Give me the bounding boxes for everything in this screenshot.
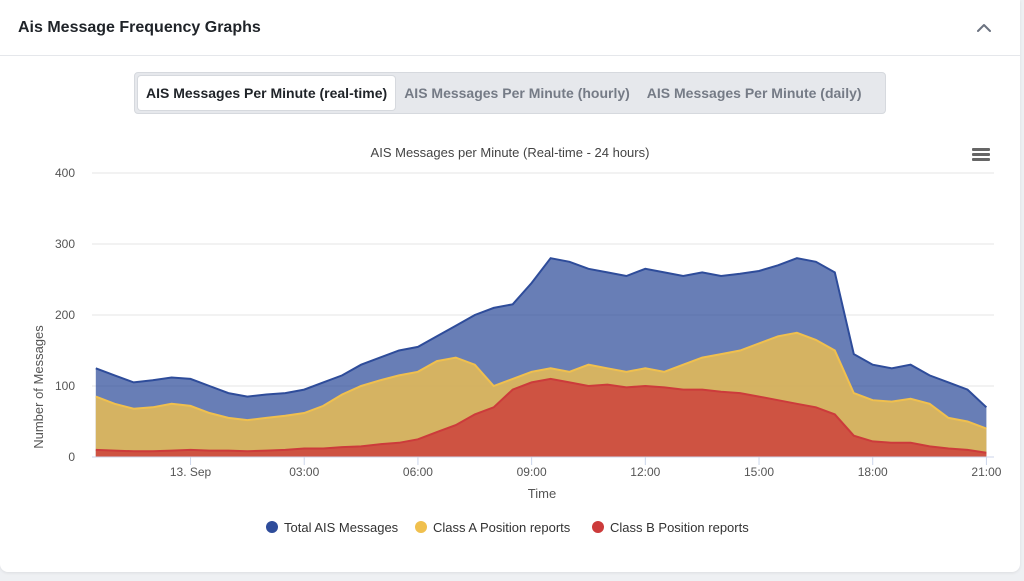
x-tick-label: 09:00: [517, 465, 547, 479]
x-tick-label: 03:00: [289, 465, 319, 479]
legend-label: Class B Position reports: [610, 520, 749, 535]
legend-marker: [592, 521, 604, 533]
legend-marker: [266, 521, 278, 533]
series-area-class-a-line: [95, 331, 987, 430]
tab-realtime[interactable]: AIS Messages Per Minute (real-time): [138, 76, 396, 110]
x-tick-label: 06:00: [403, 465, 433, 479]
x-tick-label: 18:00: [858, 465, 888, 479]
y-tick-label: 300: [55, 237, 75, 251]
legend-item-total[interactable]: Total AIS Messages: [266, 520, 399, 535]
tab-hourly[interactable]: AIS Messages Per Minute (hourly): [404, 85, 630, 101]
legend-marker: [415, 521, 427, 533]
chevron-up-icon: [977, 24, 991, 32]
chart-menu-button[interactable]: [968, 144, 994, 166]
x-tick-label: 15:00: [744, 465, 774, 479]
legend-item-class-b[interactable]: Class B Position reports: [592, 520, 749, 535]
collapse-button[interactable]: [972, 16, 996, 40]
x-tick-label: 12:00: [630, 465, 660, 479]
panel-header: Ais Message Frequency Graphs: [0, 0, 1020, 56]
y-axis-label: Number of Messages: [31, 325, 46, 449]
y-tick-label: 200: [55, 308, 75, 322]
series-area-class-b-line: [95, 377, 987, 454]
y-tick-label: 0: [68, 450, 75, 464]
series-area-total-line: [95, 257, 988, 409]
legend-label: Class A Position reports: [433, 520, 571, 535]
x-axis-label: Time: [528, 486, 556, 501]
y-tick-label: 100: [55, 379, 75, 393]
chart-legend: Total AIS Messages Class A Position repor…: [266, 520, 749, 535]
y-tick-label: 400: [55, 166, 75, 180]
hamburger-menu-icon: [972, 148, 990, 161]
chart-title: AIS Messages per Minute (Real-time - 24 …: [371, 145, 650, 160]
panel-title: Ais Message Frequency Graphs: [18, 18, 261, 36]
legend-label: Total AIS Messages: [284, 520, 399, 535]
ais-frequency-chart: AIS Messages per Minute (Real-time - 24 …: [31, 144, 1002, 535]
graph-tabs: AIS Messages Per Minute (real-time) AIS …: [134, 72, 886, 114]
x-tick-label: 21:00: [971, 465, 1001, 479]
tab-daily[interactable]: AIS Messages Per Minute (daily): [646, 85, 862, 101]
legend-item-class-a[interactable]: Class A Position reports: [415, 520, 571, 535]
x-tick-label: 13. Sep: [170, 465, 212, 479]
